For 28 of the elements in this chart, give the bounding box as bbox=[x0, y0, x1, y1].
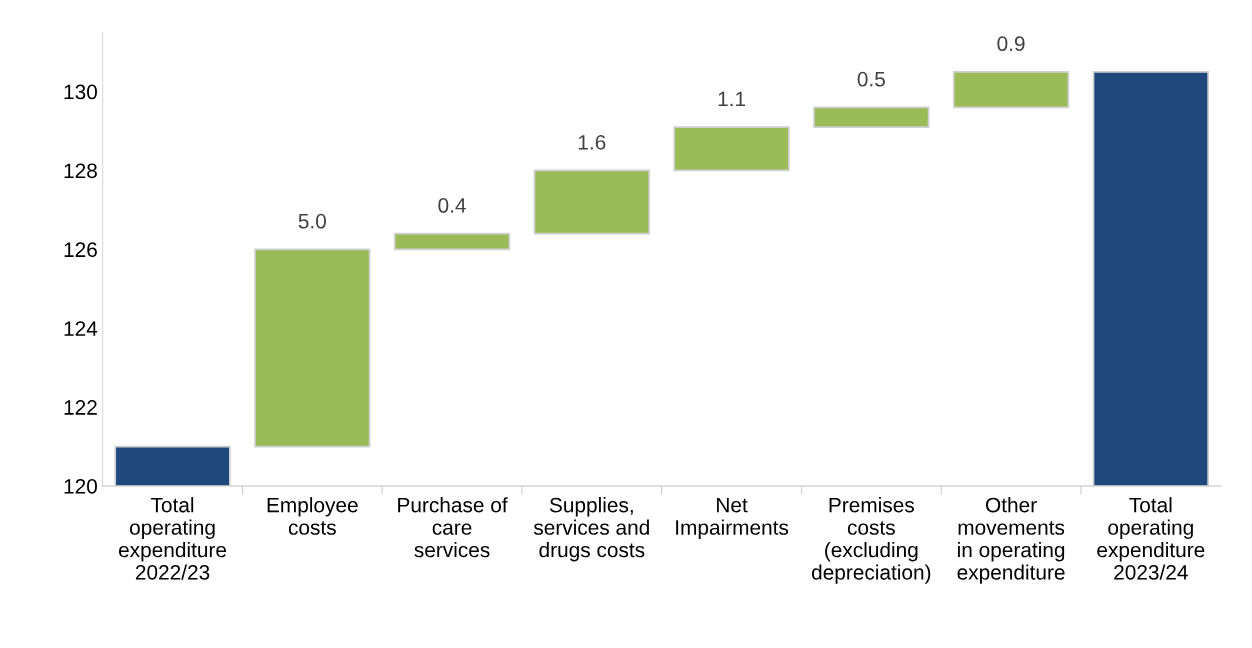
y-tick-label: 128 bbox=[64, 163, 97, 179]
bar bbox=[1092, 71, 1209, 486]
y-tick-label: 124 bbox=[64, 321, 98, 336]
x-tick-label: Total operating expenditure 2023/24 bbox=[1097, 497, 1205, 580]
x-tick-label: Total operating expenditure 2022/23 bbox=[118, 497, 227, 580]
data-label: 5.0 bbox=[298, 213, 326, 229]
x-tick-label: Other movements in operating expenditure bbox=[957, 497, 1065, 584]
data-label: 0.9 bbox=[997, 36, 1025, 52]
bar bbox=[254, 248, 371, 448]
y-tick-label: 126 bbox=[64, 242, 97, 258]
bar bbox=[533, 169, 650, 235]
y-tick-label: 120 bbox=[64, 479, 97, 494]
y-tick-label: 122 bbox=[64, 400, 97, 415]
x-tick-label: Employee costs bbox=[267, 497, 358, 535]
x-tick-label: Supplies, services and drugs costs bbox=[533, 497, 649, 562]
x-tick-label: Premises costs (excluding depreciation) bbox=[811, 497, 931, 584]
bar bbox=[952, 71, 1070, 109]
y-tick-label: 130 bbox=[64, 84, 97, 100]
x-tick-label: Net Impairments bbox=[676, 497, 789, 539]
data-label: 0.4 bbox=[438, 198, 466, 213]
bar bbox=[813, 106, 930, 128]
bar bbox=[114, 445, 231, 486]
data-label: 1.1 bbox=[718, 91, 746, 107]
bar bbox=[393, 232, 511, 251]
data-label: 0.5 bbox=[857, 71, 885, 87]
x-tick-label: Purchase of care services bbox=[398, 497, 508, 558]
bar bbox=[673, 126, 790, 172]
data-label: 1.6 bbox=[578, 134, 606, 150]
